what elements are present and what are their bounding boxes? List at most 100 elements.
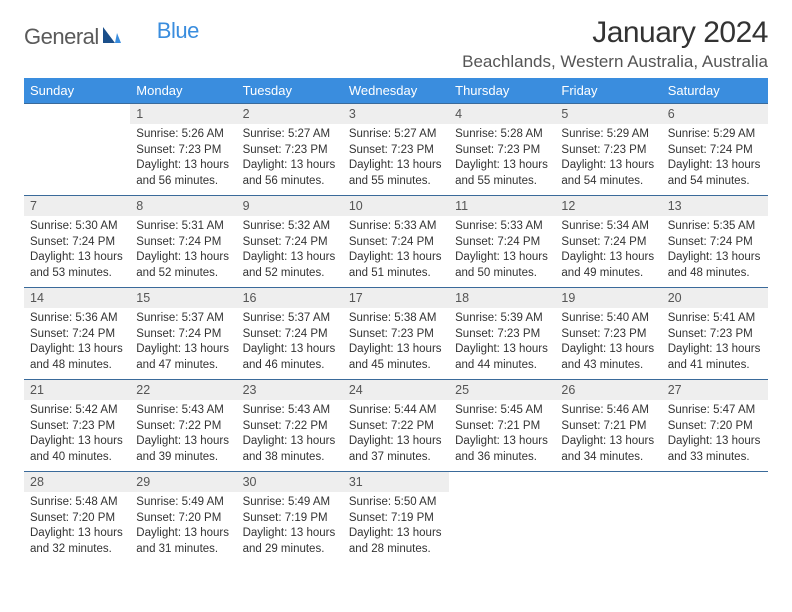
day-info-cell: Sunrise: 5:45 AMSunset: 7:21 PMDaylight:… [449,400,555,472]
sunrise-line: Sunrise: 5:31 AM [136,219,230,235]
daylight-line: Daylight: 13 hours and 56 minutes. [243,158,337,189]
daylight-line: Daylight: 13 hours and 50 minutes. [455,250,549,281]
day-number-cell [24,104,130,125]
day-info-cell: Sunrise: 5:33 AMSunset: 7:24 PMDaylight:… [449,216,555,288]
day-number-cell: 6 [662,104,768,125]
sunset-line: Sunset: 7:23 PM [455,143,549,159]
sunrise-line: Sunrise: 5:28 AM [455,127,549,143]
sunset-line: Sunset: 7:21 PM [561,419,655,435]
sunrise-line: Sunrise: 5:50 AM [349,495,443,511]
day-number-cell: 10 [343,196,449,217]
daylight-line: Daylight: 13 hours and 47 minutes. [136,342,230,373]
day-info-row: Sunrise: 5:30 AMSunset: 7:24 PMDaylight:… [24,216,768,288]
sunrise-line: Sunrise: 5:29 AM [668,127,762,143]
day-info-cell: Sunrise: 5:30 AMSunset: 7:24 PMDaylight:… [24,216,130,288]
weekday-header: Sunday [24,78,130,104]
sunset-line: Sunset: 7:24 PM [561,235,655,251]
title-block: January 2024 Beachlands, Western Austral… [462,16,768,72]
sunset-line: Sunset: 7:23 PM [136,143,230,159]
daylight-line: Daylight: 13 hours and 54 minutes. [561,158,655,189]
day-number-cell: 14 [24,288,130,309]
day-info-cell: Sunrise: 5:34 AMSunset: 7:24 PMDaylight:… [555,216,661,288]
sunset-line: Sunset: 7:23 PM [349,327,443,343]
day-info-cell: Sunrise: 5:49 AMSunset: 7:19 PMDaylight:… [237,492,343,563]
daylight-line: Daylight: 13 hours and 39 minutes. [136,434,230,465]
day-number-cell: 20 [662,288,768,309]
day-info-cell: Sunrise: 5:28 AMSunset: 7:23 PMDaylight:… [449,124,555,196]
daylight-line: Daylight: 13 hours and 36 minutes. [455,434,549,465]
day-info-cell: Sunrise: 5:26 AMSunset: 7:23 PMDaylight:… [130,124,236,196]
calendar-header-row: SundayMondayTuesdayWednesdayThursdayFrid… [24,78,768,104]
month-title: January 2024 [462,16,768,50]
day-info-cell: Sunrise: 5:48 AMSunset: 7:20 PMDaylight:… [24,492,130,563]
sunrise-line: Sunrise: 5:33 AM [349,219,443,235]
sunset-line: Sunset: 7:24 PM [30,235,124,251]
day-number-row: 78910111213 [24,196,768,217]
sunset-line: Sunset: 7:24 PM [349,235,443,251]
header: General Blue January 2024 Beachlands, We… [24,16,768,72]
brand-part1: General [24,24,99,50]
sunset-line: Sunset: 7:19 PM [243,511,337,527]
day-number-cell: 19 [555,288,661,309]
day-info-cell [24,124,130,196]
day-number-cell [555,472,661,493]
day-info-cell: Sunrise: 5:27 AMSunset: 7:23 PMDaylight:… [237,124,343,196]
sunset-line: Sunset: 7:24 PM [243,327,337,343]
daylight-line: Daylight: 13 hours and 45 minutes. [349,342,443,373]
day-number-cell: 24 [343,380,449,401]
sunrise-line: Sunrise: 5:43 AM [136,403,230,419]
sunrise-line: Sunrise: 5:27 AM [243,127,337,143]
day-info-cell: Sunrise: 5:32 AMSunset: 7:24 PMDaylight:… [237,216,343,288]
day-number-cell: 5 [555,104,661,125]
day-info-cell: Sunrise: 5:36 AMSunset: 7:24 PMDaylight:… [24,308,130,380]
sunrise-line: Sunrise: 5:47 AM [668,403,762,419]
brand-logo: General Blue [24,16,199,50]
daylight-line: Daylight: 13 hours and 48 minutes. [668,250,762,281]
sunset-line: Sunset: 7:23 PM [561,327,655,343]
sunset-line: Sunset: 7:23 PM [668,327,762,343]
sunset-line: Sunset: 7:23 PM [349,143,443,159]
daylight-line: Daylight: 13 hours and 33 minutes. [668,434,762,465]
sunrise-line: Sunrise: 5:35 AM [668,219,762,235]
sunset-line: Sunset: 7:24 PM [243,235,337,251]
day-number-cell: 4 [449,104,555,125]
day-number-cell: 11 [449,196,555,217]
daylight-line: Daylight: 13 hours and 48 minutes. [30,342,124,373]
sunrise-line: Sunrise: 5:49 AM [243,495,337,511]
day-number-row: 28293031 [24,472,768,493]
daylight-line: Daylight: 13 hours and 37 minutes. [349,434,443,465]
sunrise-line: Sunrise: 5:26 AM [136,127,230,143]
weekday-header: Thursday [449,78,555,104]
day-number-cell: 1 [130,104,236,125]
sunrise-line: Sunrise: 5:48 AM [30,495,124,511]
sunrise-line: Sunrise: 5:43 AM [243,403,337,419]
weekday-header: Wednesday [343,78,449,104]
sunrise-line: Sunrise: 5:34 AM [561,219,655,235]
day-info-cell: Sunrise: 5:50 AMSunset: 7:19 PMDaylight:… [343,492,449,563]
sunrise-line: Sunrise: 5:36 AM [30,311,124,327]
day-info-cell: Sunrise: 5:40 AMSunset: 7:23 PMDaylight:… [555,308,661,380]
sunset-line: Sunset: 7:24 PM [136,327,230,343]
sunset-line: Sunset: 7:23 PM [455,327,549,343]
day-info-cell: Sunrise: 5:47 AMSunset: 7:20 PMDaylight:… [662,400,768,472]
sunrise-line: Sunrise: 5:29 AM [561,127,655,143]
day-info-row: Sunrise: 5:42 AMSunset: 7:23 PMDaylight:… [24,400,768,472]
day-number-cell: 2 [237,104,343,125]
sunrise-line: Sunrise: 5:30 AM [30,219,124,235]
day-info-cell: Sunrise: 5:31 AMSunset: 7:24 PMDaylight:… [130,216,236,288]
day-info-cell [555,492,661,563]
day-info-cell: Sunrise: 5:49 AMSunset: 7:20 PMDaylight:… [130,492,236,563]
day-number-cell: 15 [130,288,236,309]
day-number-cell: 13 [662,196,768,217]
day-info-cell: Sunrise: 5:38 AMSunset: 7:23 PMDaylight:… [343,308,449,380]
sunrise-line: Sunrise: 5:33 AM [455,219,549,235]
daylight-line: Daylight: 13 hours and 46 minutes. [243,342,337,373]
location-subtitle: Beachlands, Western Australia, Australia [462,52,768,72]
sunset-line: Sunset: 7:24 PM [668,143,762,159]
day-info-cell: Sunrise: 5:29 AMSunset: 7:23 PMDaylight:… [555,124,661,196]
day-number-row: 21222324252627 [24,380,768,401]
day-info-cell: Sunrise: 5:29 AMSunset: 7:24 PMDaylight:… [662,124,768,196]
sunset-line: Sunset: 7:20 PM [668,419,762,435]
daylight-line: Daylight: 13 hours and 55 minutes. [455,158,549,189]
day-number-cell: 22 [130,380,236,401]
